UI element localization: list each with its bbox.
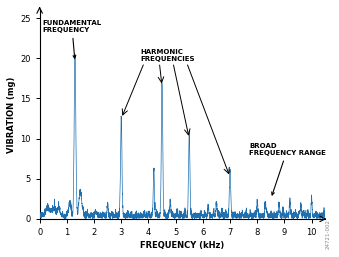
Text: 24721-002: 24721-002	[325, 219, 331, 249]
Text: BROAD
FREQUENCY RANGE: BROAD FREQUENCY RANGE	[249, 143, 326, 195]
X-axis label: FREQUENCY (kHz): FREQUENCY (kHz)	[140, 241, 224, 250]
Text: HARMONIC
FREQUENCIES: HARMONIC FREQUENCIES	[140, 49, 195, 62]
Text: FUNDAMENTAL
FREQUENCY: FUNDAMENTAL FREQUENCY	[42, 20, 101, 58]
Y-axis label: VIBRATION (mg): VIBRATION (mg)	[7, 76, 16, 153]
